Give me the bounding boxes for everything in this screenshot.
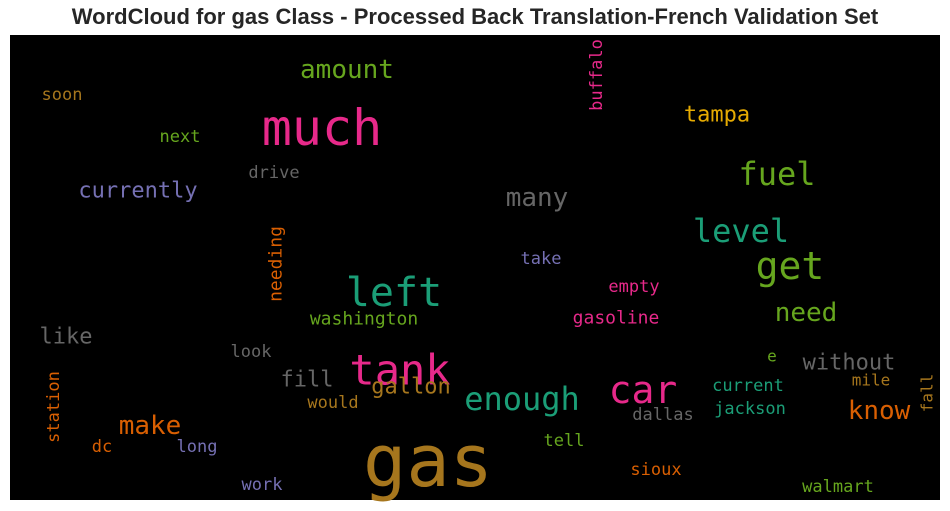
word-washington: washington	[310, 309, 418, 330]
word-work: work	[242, 475, 283, 495]
word-next: next	[160, 127, 201, 147]
word-level: level	[693, 212, 789, 250]
word-fuel: fuel	[738, 155, 815, 193]
word-station: station	[44, 371, 64, 443]
word-tank: tank	[349, 346, 450, 395]
word-make: make	[119, 411, 182, 441]
word-need: need	[775, 298, 838, 328]
cloud-background	[10, 35, 940, 500]
word-currently: currently	[78, 179, 197, 204]
word-e: e	[767, 347, 777, 366]
word-gas: gas	[363, 419, 493, 503]
word-walmart: walmart	[802, 477, 874, 497]
word-many: many	[506, 183, 569, 213]
word-take: take	[521, 249, 562, 269]
word-sioux: sioux	[630, 460, 681, 480]
word-current: current	[712, 376, 784, 396]
word-tampa: tampa	[684, 103, 750, 128]
word-soon: soon	[42, 85, 83, 105]
word-drive: drive	[248, 163, 299, 183]
word-without: without	[803, 351, 896, 376]
word-empty: empty	[608, 277, 659, 297]
word-would: would	[307, 393, 358, 413]
word-left: left	[346, 270, 442, 316]
word-group: gas much tank left car get enough fuel level many…	[40, 39, 937, 503]
word-amount: amount	[300, 55, 394, 85]
chart-title: WordCloud for gas Class - Processed Back…	[71, 4, 879, 29]
word-fall: fall	[918, 374, 937, 413]
word-get: get	[756, 244, 825, 288]
word-much: much	[262, 99, 382, 157]
word-gallon: gallon	[371, 375, 450, 400]
word-dc: dc	[92, 437, 112, 457]
word-like: like	[40, 325, 93, 350]
word-look: look	[231, 342, 272, 362]
word-long: long	[177, 437, 218, 457]
word-mile: mile	[852, 371, 891, 390]
word-car: car	[609, 368, 678, 412]
word-needing: needing	[266, 226, 287, 302]
word-dallas: dallas	[632, 405, 693, 425]
word-know: know	[848, 396, 911, 426]
word-gasoline: gasoline	[573, 308, 660, 329]
word-jackson: jackson	[714, 399, 786, 419]
word-fill: fill	[281, 368, 334, 393]
word-tell: tell	[544, 431, 585, 451]
word-buffalo: buffalo	[587, 39, 607, 111]
word-enough: enough	[464, 380, 580, 418]
